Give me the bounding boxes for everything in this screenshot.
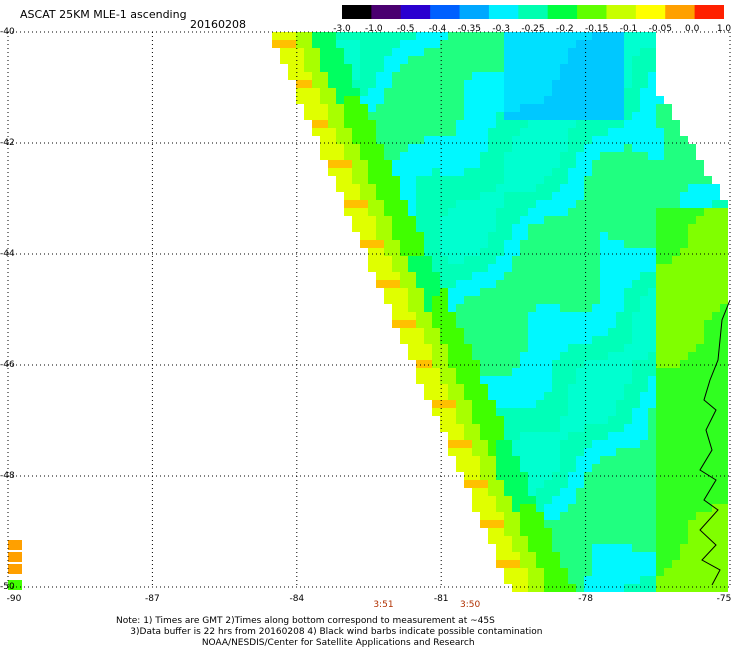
longitude-label: -87 [145, 594, 160, 604]
latitude-label: -46 [0, 360, 15, 370]
colorbar-segment [547, 5, 578, 19]
footnotes: Note: 1) Times are GMT 2)Times along bot… [116, 616, 543, 649]
longitude-label: -81 [433, 594, 449, 604]
colorbar-label: 1.0 [716, 24, 732, 34]
colorbar-segment [665, 5, 696, 19]
latitude-label: -48 [0, 471, 15, 481]
edge-pixel [8, 564, 22, 574]
colorbar-label: -0.15 [585, 24, 609, 34]
note-line-3: NOAA/NESDIS/Center for Satellite Applica… [116, 638, 475, 648]
longitude-label: -90 [6, 594, 22, 604]
colorbar-segment [606, 5, 637, 19]
colorbar-segment [577, 5, 607, 19]
colorbar-segment [371, 5, 402, 19]
colorbar [342, 5, 724, 19]
colorbar-labels: -3.0 -1.0 -0.5 -0.4 -0.35 -0.3 -0.25 -0.2 -0.15-… [330, 24, 732, 36]
time-label: 3:51 [373, 600, 394, 610]
colorbar-label: -0.5 [396, 24, 415, 34]
longitude-label: -84 [289, 594, 305, 604]
colorbar-label: -1.0 [365, 24, 383, 34]
latitude-label: -42 [0, 138, 15, 148]
colorbar-label: -0.05 [648, 24, 672, 34]
colorbar-label: -3.0 [333, 24, 351, 34]
note-line-1: Note: 1) Times are GMT 2)Times along bot… [116, 616, 495, 626]
colorbar-label: 0.0 [684, 24, 700, 34]
colorbar-segment [430, 5, 461, 19]
colorbar-segment [518, 5, 549, 19]
colorbar-segment [342, 5, 372, 19]
colorbar-label: -0.1 [619, 24, 638, 34]
colorbar-segment [400, 5, 431, 19]
edge-pixel [8, 552, 22, 562]
colorbar-segment [459, 5, 490, 19]
colorbar-label: -0.25 [521, 24, 545, 34]
colorbar-segment [635, 5, 666, 19]
map-title: ASCAT 25KM MLE-1 ascending [20, 8, 187, 21]
colorbar-segment [488, 5, 519, 19]
map-date: 20160208 [190, 18, 246, 31]
longitude-label: -75 [716, 594, 732, 604]
colorbar-label: -0.35 [457, 24, 481, 34]
note-line-2: 3)Data buffer is 22 hrs from 20160208 4)… [116, 627, 543, 637]
latitude-label: -40 [0, 27, 15, 37]
longitude-label: -78 [578, 594, 593, 604]
edge-pixel [8, 540, 22, 550]
wind-swath [272, 32, 728, 592]
latitude-label: -50 [0, 582, 15, 592]
coastline [699, 299, 731, 586]
edge-pixel [8, 580, 22, 590]
latitude-label: -44 [0, 249, 15, 259]
colorbar-label: -0.3 [492, 24, 510, 34]
colorbar-label: -0.4 [428, 24, 447, 34]
time-label: 3:50 [459, 600, 481, 610]
colorbar-segment [694, 5, 724, 19]
colorbar-label: -0.2 [556, 24, 574, 34]
